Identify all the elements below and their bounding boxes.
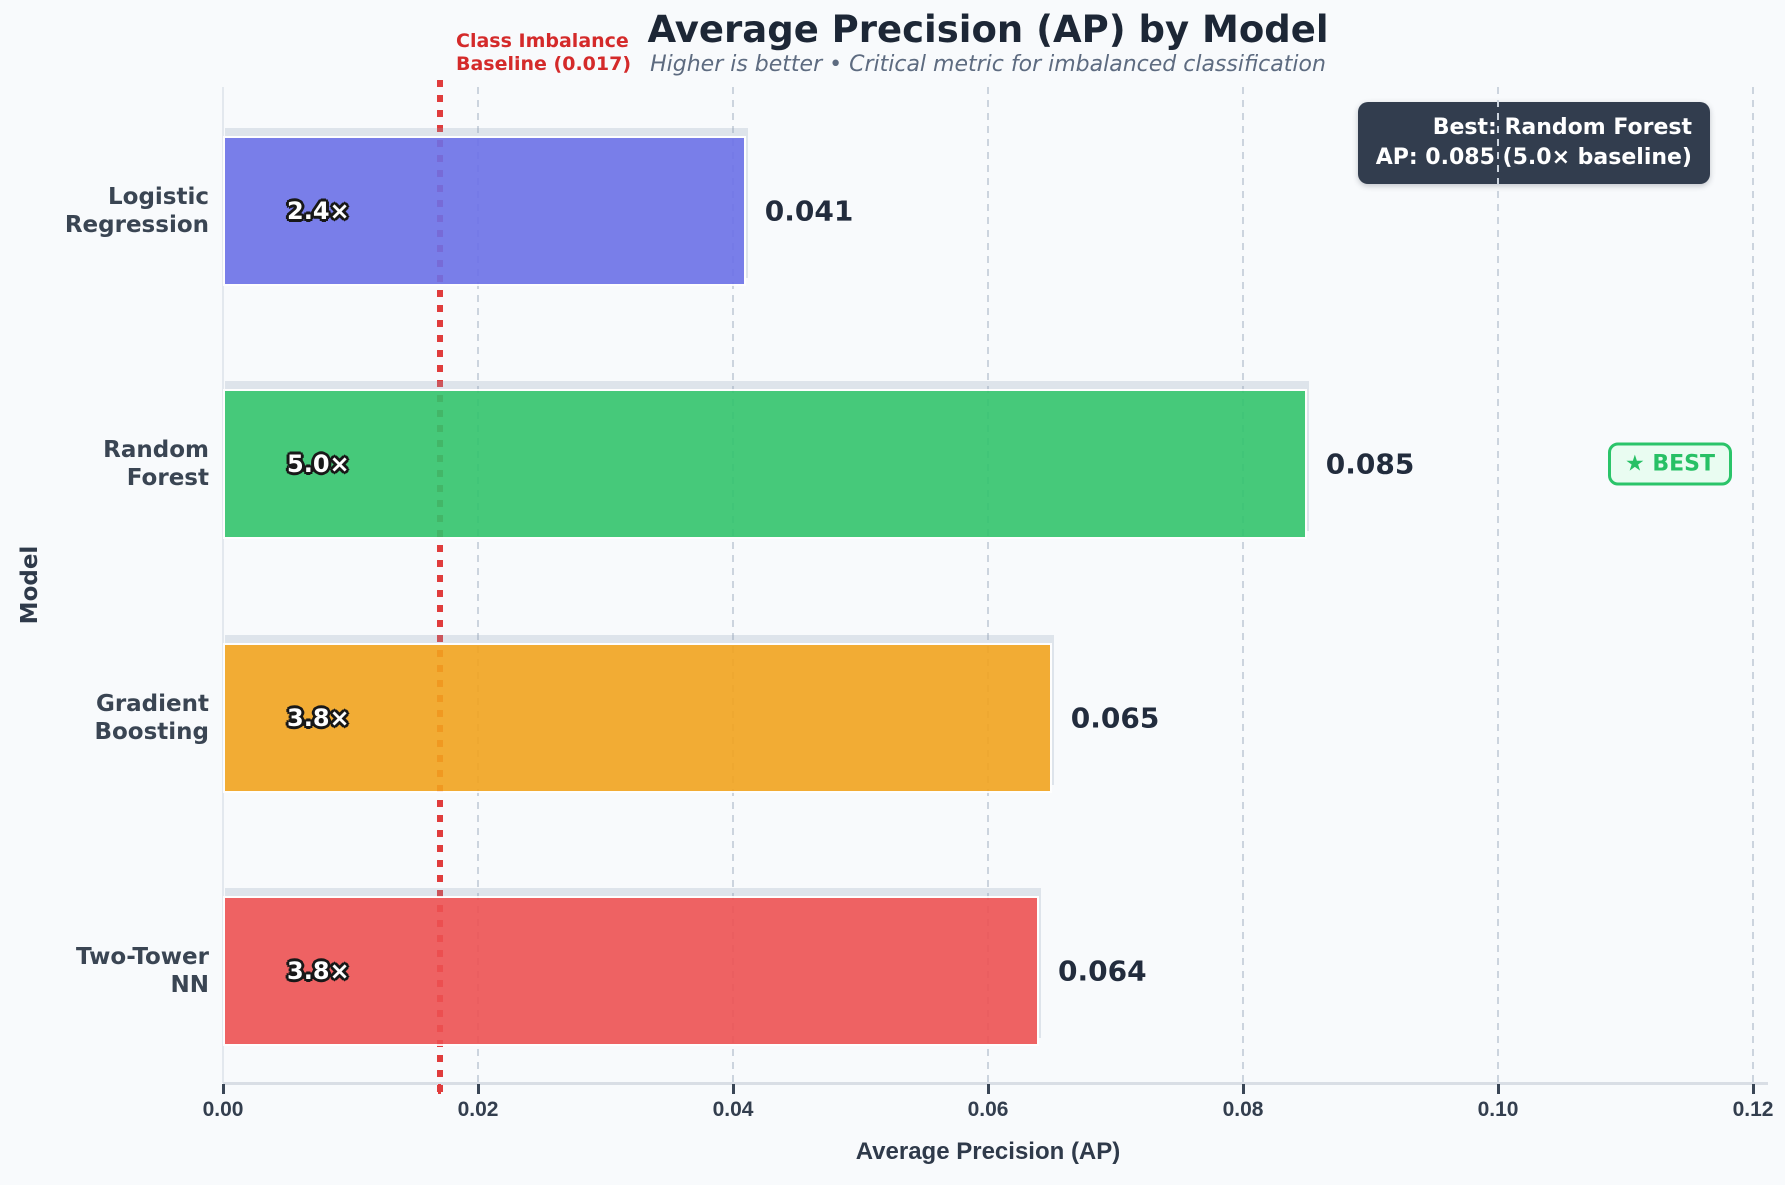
bar-multiplier-label: 3.8×	[287, 956, 350, 985]
x-tick-label: 0.10	[1477, 1098, 1519, 1121]
chart-title: Average Precision (AP) by Model	[647, 8, 1329, 51]
bar-value-label: 0.085	[1325, 447, 1415, 481]
x-tick-mark	[731, 1084, 735, 1094]
y-tick-label-line: Random	[103, 437, 209, 464]
y-tick-label-line: Regression	[64, 212, 209, 238]
x-tick-label: 0.08	[1222, 1098, 1264, 1121]
y-tick-label-line: Forest	[126, 465, 209, 492]
x-tick-label: 0.06	[967, 1098, 1009, 1121]
x-gridline	[1752, 87, 1754, 1083]
y-tick-label-line: Boosting	[94, 718, 209, 745]
x-gridline	[477, 87, 479, 1083]
baseline-annotation-line2: Baseline (0.017)	[456, 53, 632, 75]
x-tick-label: 0.04	[712, 1098, 754, 1121]
bar-value-label: 0.065	[1070, 701, 1160, 735]
y-tick-label-random-forest: Random Forest	[103, 436, 209, 492]
y-tick-label-two-tower-nn: Two-Tower NN	[76, 943, 209, 999]
x-gridline	[732, 87, 734, 1083]
x-tick-label: 0.12	[1732, 1098, 1774, 1121]
x-axis-spine	[223, 1082, 1768, 1085]
chart-subtitle: Higher is better • Critical metric for i…	[650, 52, 1326, 77]
y-tick-label-line: Gradient	[95, 690, 209, 717]
bar-multiplier-label: 3.8×	[287, 703, 350, 732]
y-tick-label-gradient-boosting: Gradient Boosting	[94, 690, 209, 746]
bar-logistic-regression: 2.4×	[223, 136, 746, 286]
baseline-annotation-line1: Class Imbalance	[456, 30, 629, 52]
bar-two-tower-nn: 3.8×	[223, 895, 1039, 1046]
y-tick-label-line: Logistic	[107, 184, 209, 210]
bar-value-label: 0.064	[1058, 954, 1147, 988]
baseline-annotation: Class Imbalance Baseline (0.017)	[456, 30, 631, 76]
best-model-info-box: Best: Random Forest AP: 0.085 (5.0× base…	[1357, 102, 1710, 184]
x-gridline	[1242, 87, 1244, 1083]
baseline-line	[436, 80, 443, 1095]
x-tick-mark	[1751, 1084, 1755, 1094]
bar-random-forest: 5.0×	[223, 389, 1307, 540]
y-axis-label: Model	[17, 545, 43, 625]
info-box-line2: AP: 0.085 (5.0× baseline)	[1375, 145, 1692, 170]
bar-value-label: 0.041	[764, 194, 854, 228]
x-tick-mark	[221, 1084, 225, 1094]
bar-multiplier-label: 2.4×	[287, 197, 350, 225]
y-tick-label-line: NN	[170, 971, 210, 998]
bar-multiplier-label: 5.0×	[287, 450, 350, 479]
x-tick-mark	[1496, 1084, 1500, 1094]
y-tick-label-logistic-regression: Logistic Regression	[65, 183, 209, 239]
y-axis-spine	[222, 87, 224, 1083]
info-box-line1: Best: Random Forest	[1432, 115, 1692, 140]
x-tick-mark	[986, 1084, 990, 1094]
x-tick-label: 0.00	[202, 1098, 244, 1121]
best-badge: ★ BEST	[1608, 442, 1733, 486]
y-tick-label-line: Two-Tower	[75, 943, 209, 970]
x-gridline	[1497, 87, 1499, 1083]
x-tick-mark	[476, 1084, 480, 1094]
x-tick-mark	[1241, 1084, 1245, 1094]
baseline-tick-mark	[438, 1084, 442, 1094]
bar-gradient-boosting: 3.8×	[223, 642, 1052, 793]
x-axis-label: Average Precision (AP)	[855, 1138, 1121, 1165]
x-tick-label: 0.02	[457, 1098, 499, 1121]
x-gridline	[987, 87, 989, 1083]
